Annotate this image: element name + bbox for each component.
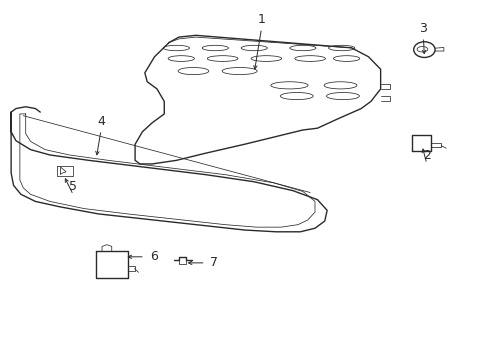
Text: 1: 1 xyxy=(257,13,265,26)
Text: 4: 4 xyxy=(97,115,105,128)
Text: 7: 7 xyxy=(210,256,218,269)
Text: 3: 3 xyxy=(419,22,427,35)
Text: 5: 5 xyxy=(69,180,77,193)
Text: 2: 2 xyxy=(422,149,430,162)
Text: 6: 6 xyxy=(149,250,157,263)
